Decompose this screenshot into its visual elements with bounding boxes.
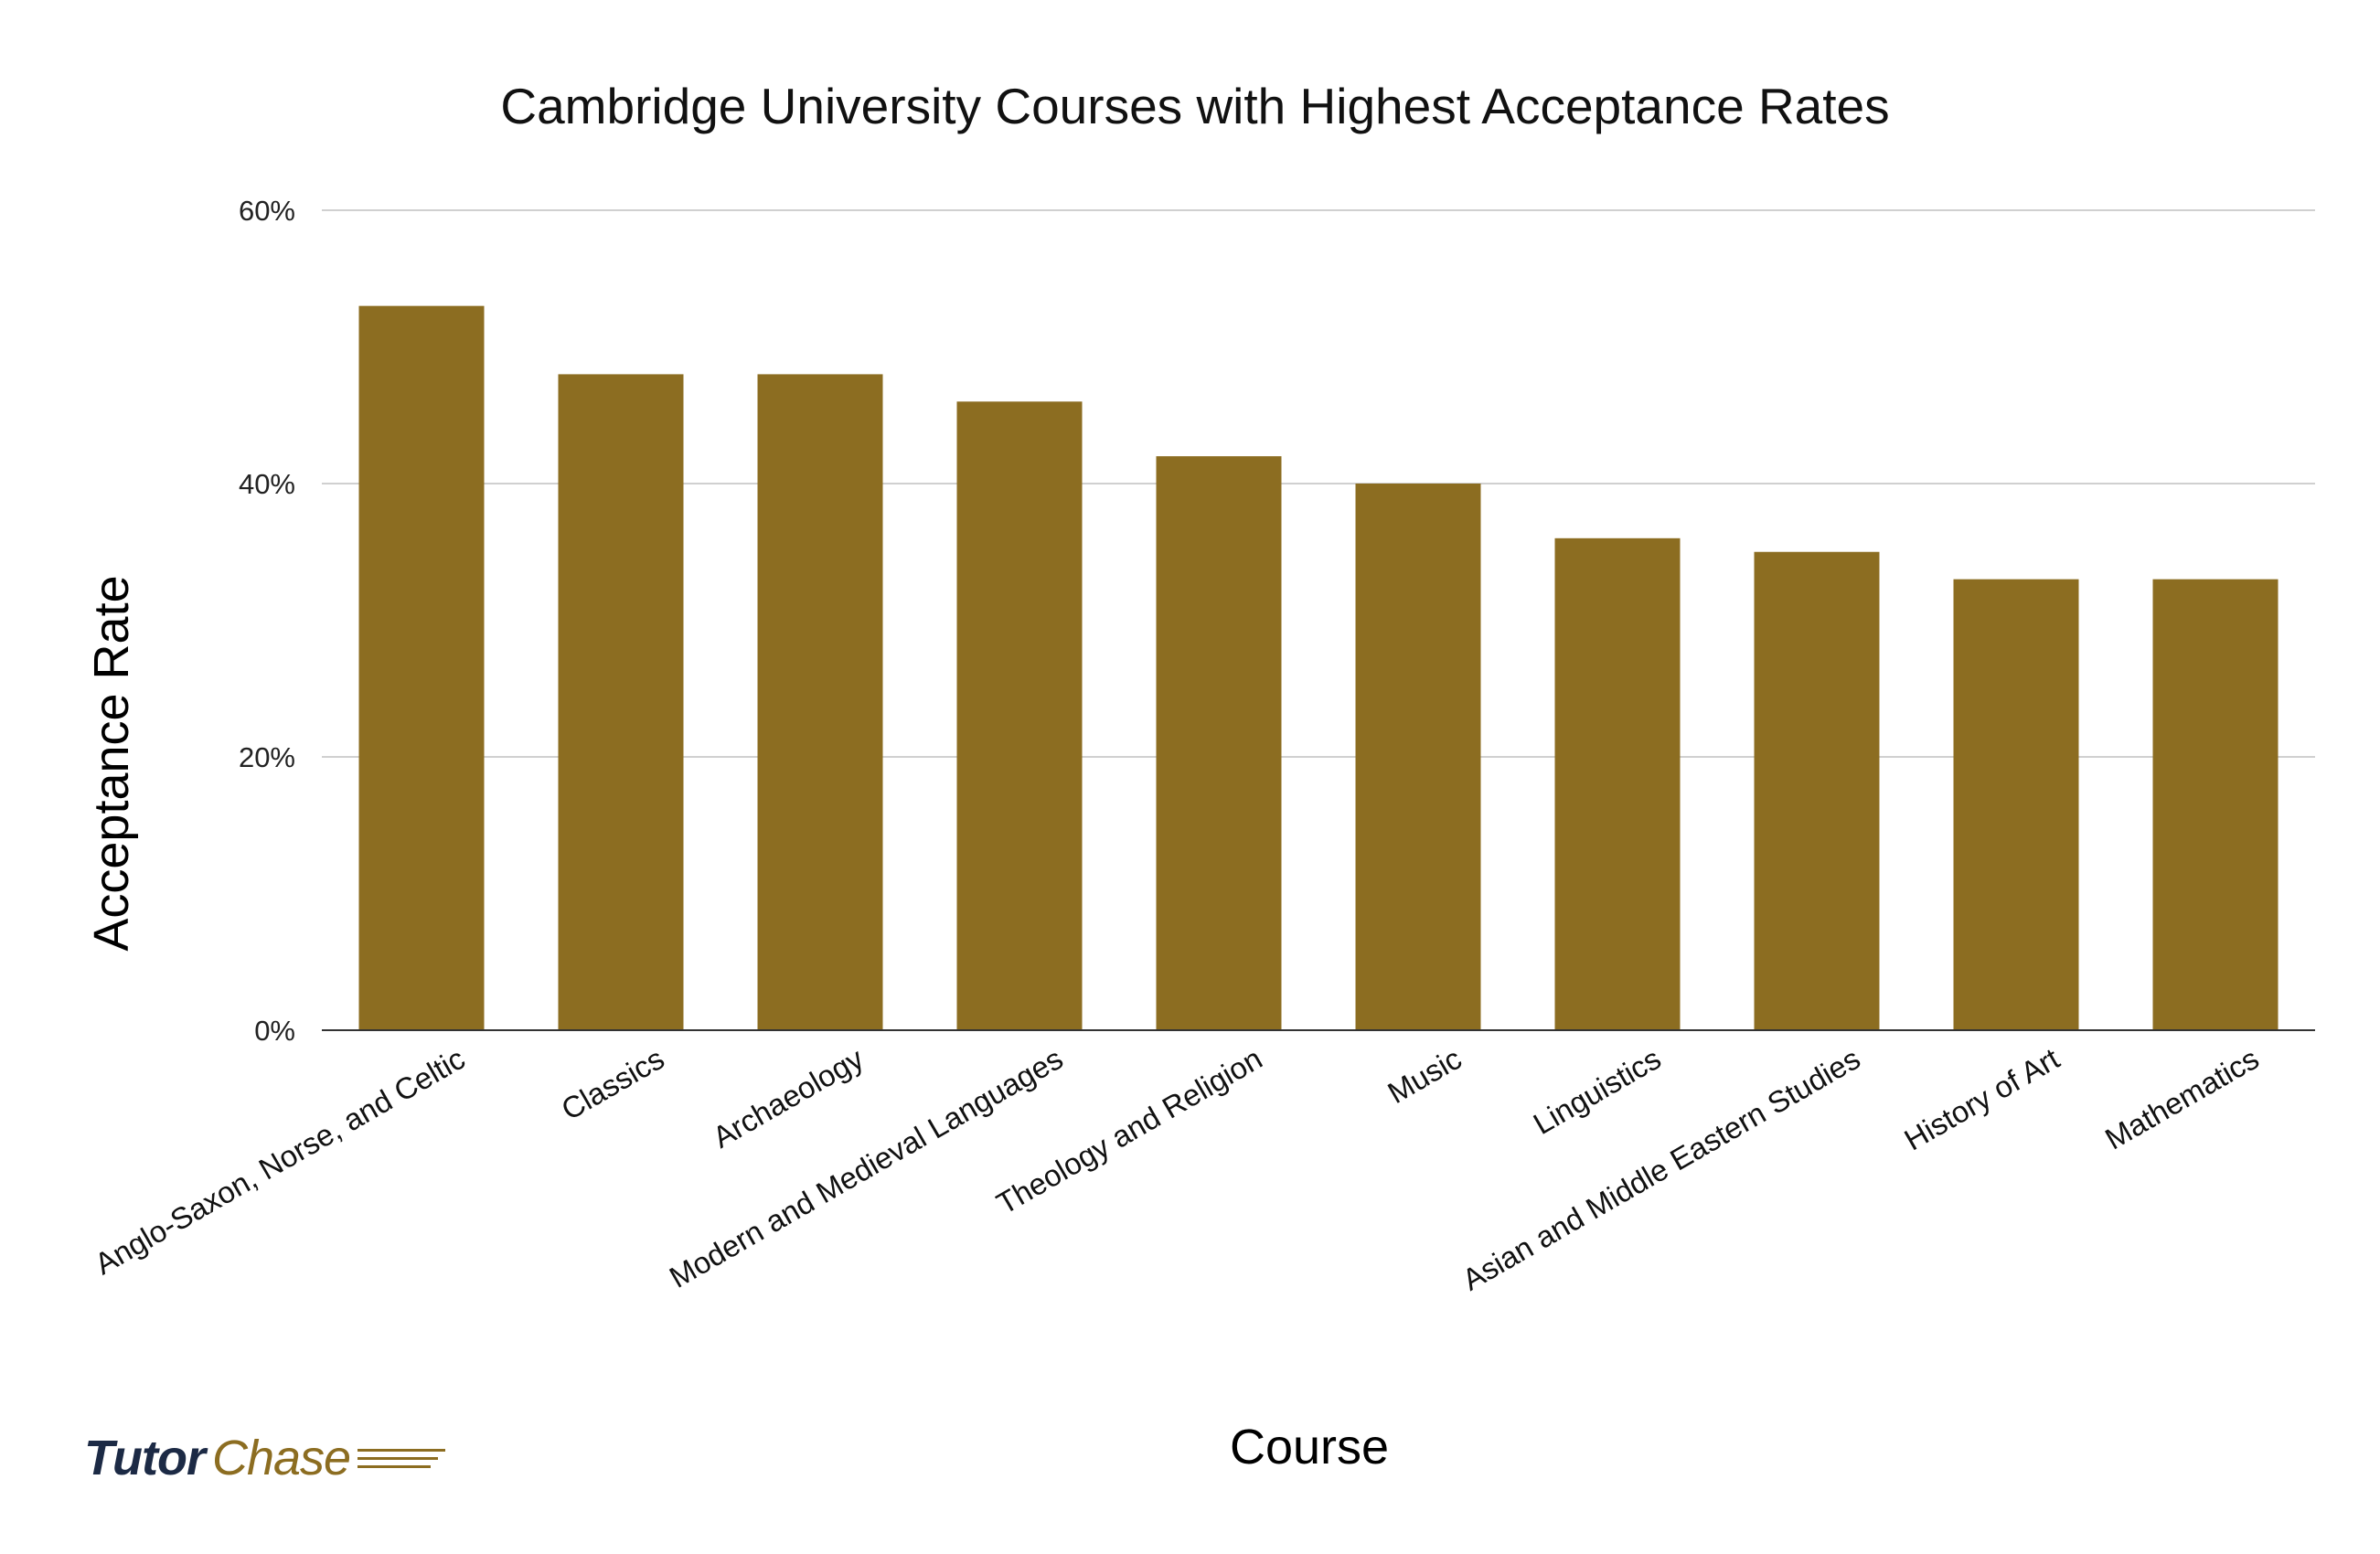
x-tick-label: Archaeology [707, 1041, 870, 1155]
chart-title: Cambridge University Courses with Highes… [500, 78, 1889, 134]
y-axis-title: Acceptance Rate [84, 575, 139, 951]
logo-text-chase: Chase [211, 1431, 351, 1485]
bar [558, 374, 684, 1030]
x-tick-label: History of Art [1898, 1041, 2065, 1156]
y-tick-label: 20% [239, 741, 295, 773]
x-tick-label: Modern and Medieval Languages [664, 1041, 1069, 1294]
tutorchase-logo: Tutor Chase [84, 1426, 446, 1490]
bar [757, 374, 883, 1030]
bar [956, 401, 1083, 1030]
x-tick-label: Music [1382, 1041, 1467, 1110]
x-tick-label: Classics [556, 1041, 670, 1126]
y-tick-label: 0% [254, 1015, 295, 1047]
x-axis-category-labels: Anglo-Saxon, Norse, and Celtic Classics Ar… [89, 1041, 2264, 1297]
y-axis-ticks: 0% 20% 40% 60% [239, 195, 295, 1047]
bar [1554, 538, 1681, 1030]
y-tick-label: 40% [239, 468, 295, 500]
x-tick-label: Asian and Middle Eastern Studies [1457, 1041, 1865, 1297]
bar [1156, 456, 1282, 1031]
bar [358, 305, 485, 1030]
y-tick-label: 60% [239, 195, 295, 227]
logo-speed-lines-icon [358, 1438, 446, 1478]
bar [2152, 579, 2279, 1030]
x-tick-label: Anglo-Saxon, Norse, and Celtic [89, 1041, 470, 1281]
x-tick-label: Linguistics [1528, 1041, 1667, 1141]
bars [358, 305, 2279, 1031]
x-tick-label: Mathematics [2099, 1041, 2265, 1156]
bar [1754, 551, 1880, 1030]
logo-text-tutor: Tutor [84, 1431, 206, 1485]
bar [1953, 579, 2079, 1030]
x-axis-title: Course [1230, 1420, 1389, 1474]
bar [1355, 484, 1481, 1030]
